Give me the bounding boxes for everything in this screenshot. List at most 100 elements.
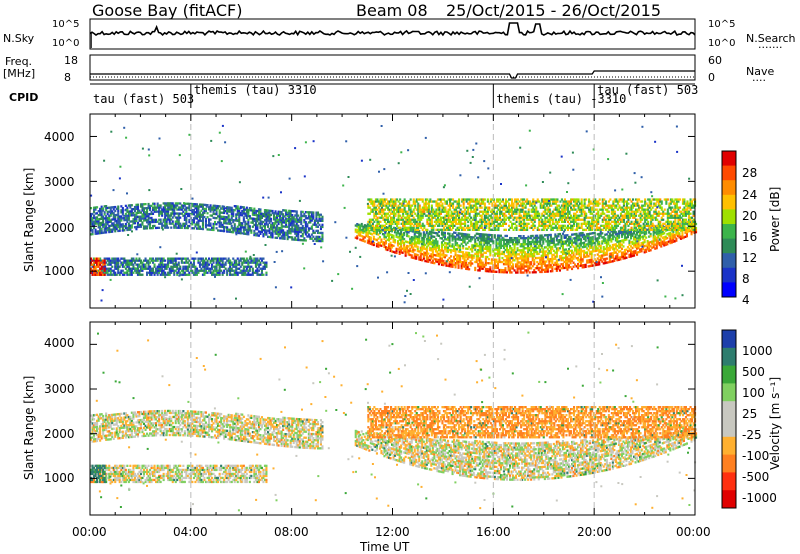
echo-cell xyxy=(283,231,286,234)
echo-cell xyxy=(192,209,195,212)
echo-cell xyxy=(631,242,634,245)
echo-cell xyxy=(260,222,263,226)
echo-cell xyxy=(468,245,471,249)
echo-cell xyxy=(440,241,443,244)
echo-cell xyxy=(153,202,156,205)
echo-cell xyxy=(633,250,636,253)
echo-cell xyxy=(401,239,404,242)
echo-cell xyxy=(263,225,266,228)
echo-cell xyxy=(253,211,256,214)
echo-cell xyxy=(436,206,439,209)
echo-cell xyxy=(236,225,239,228)
echo-cell xyxy=(118,215,121,218)
echo-cell xyxy=(103,271,106,274)
echo-cell xyxy=(126,220,129,223)
echo-cell xyxy=(117,265,120,268)
echo-cell xyxy=(206,261,209,264)
echo-cell xyxy=(257,216,260,219)
echo-cell xyxy=(545,268,548,271)
echo-cell xyxy=(441,208,444,211)
echo-cell xyxy=(152,208,155,211)
echo-cell xyxy=(664,229,667,232)
echo-cell xyxy=(155,269,158,272)
echo-cell xyxy=(108,230,111,234)
echo-cell xyxy=(480,251,483,254)
echo-cell xyxy=(129,273,132,276)
echo-cell xyxy=(250,217,253,220)
echo-cell xyxy=(289,209,292,213)
echo-cell xyxy=(388,220,391,223)
echo-cell xyxy=(359,230,362,233)
echo-cell xyxy=(564,234,567,237)
echo-cell xyxy=(378,244,381,247)
echo-cell xyxy=(551,247,554,251)
echo-cell xyxy=(605,257,608,260)
echo-cell xyxy=(536,236,539,239)
echo-cell xyxy=(97,220,100,223)
echo-cell xyxy=(670,235,673,238)
echo-cell xyxy=(389,247,392,251)
echo-cell xyxy=(300,218,303,222)
echo-cell xyxy=(209,206,212,209)
echo-cell xyxy=(277,234,280,238)
echo-cell xyxy=(100,211,103,214)
echo-cell xyxy=(400,241,403,244)
echo-cell xyxy=(409,243,412,246)
echo-cell xyxy=(407,245,410,248)
echo-cell xyxy=(232,221,235,224)
echo-cell xyxy=(560,267,563,270)
echo-cell xyxy=(235,273,238,276)
echo-cell xyxy=(307,227,310,230)
echo-cell xyxy=(403,233,406,237)
echo-cell xyxy=(173,224,176,227)
echo-cell xyxy=(180,208,183,211)
echo-cell xyxy=(164,265,167,268)
echo-cell xyxy=(268,213,271,216)
echo-cell xyxy=(372,235,375,239)
echo-cell xyxy=(400,237,403,240)
echo-cell xyxy=(555,243,558,246)
echo-cell xyxy=(622,233,625,236)
echo-cell xyxy=(421,245,424,248)
echo-cell xyxy=(129,269,132,272)
echo-cell xyxy=(432,210,435,213)
echo-cell xyxy=(561,262,564,266)
echo-cell xyxy=(141,207,144,210)
echo-cell xyxy=(146,207,149,210)
echo-cell xyxy=(637,247,640,250)
echo-cell xyxy=(499,246,502,249)
echo-cell xyxy=(127,214,130,217)
echo-cell xyxy=(498,244,501,247)
echo-cell xyxy=(177,220,180,223)
echo-cell xyxy=(418,224,421,227)
echo-cell xyxy=(279,231,282,234)
echo-cell xyxy=(390,212,393,215)
echo-cell xyxy=(415,220,418,223)
echo-cell xyxy=(285,233,288,236)
echo-cell xyxy=(135,211,138,215)
echo-cell xyxy=(99,221,102,225)
echo-cell xyxy=(599,234,602,237)
echo-cell xyxy=(415,200,418,203)
echo-cell xyxy=(244,273,247,276)
echo-cell xyxy=(614,239,617,242)
echo-cell xyxy=(587,241,590,244)
echo-cell xyxy=(509,263,512,266)
echo-cell xyxy=(571,243,574,246)
echo-cell xyxy=(616,252,619,256)
noise-panel xyxy=(89,18,696,50)
echo-cell xyxy=(248,269,251,272)
echo-cell xyxy=(509,253,512,256)
echo-cell xyxy=(655,242,658,246)
echo-cell xyxy=(466,233,469,236)
echo-cell xyxy=(309,211,312,214)
echo-cell xyxy=(114,226,117,229)
echo-cell xyxy=(651,240,654,243)
echo-cell xyxy=(385,216,388,219)
echo-cell xyxy=(429,218,432,221)
echo-cell xyxy=(235,267,238,270)
echo-cell xyxy=(96,206,99,209)
echo-cell xyxy=(646,240,649,243)
echo-cell xyxy=(498,270,501,274)
echo-cell xyxy=(167,214,170,217)
